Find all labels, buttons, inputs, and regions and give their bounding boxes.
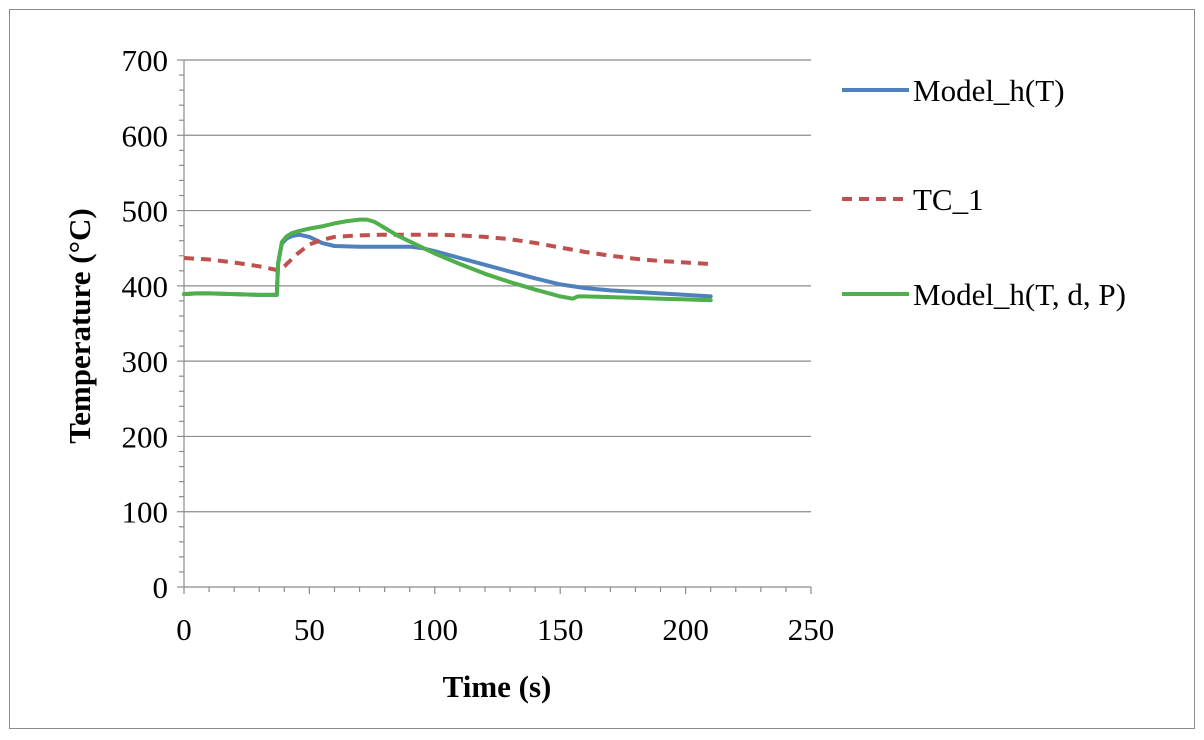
x-axis-title: Time (s)	[443, 669, 552, 704]
legend-label-2: TC_1	[913, 182, 984, 217]
series-lines	[182, 217, 713, 303]
y-tick-label-700: 700	[122, 43, 169, 78]
y-tick-label-400: 400	[122, 269, 169, 304]
x-tick-label-100: 100	[412, 612, 459, 647]
x-tick-label-200: 200	[662, 612, 709, 647]
series-line-3	[182, 217, 713, 303]
y-tick-label-100: 100	[122, 495, 169, 530]
x-tick-label-250: 250	[788, 612, 835, 647]
legend-label-1: Model_h(T)	[913, 73, 1065, 108]
series-line-1	[182, 232, 713, 299]
y-axis-title: Temperature (°C)	[62, 208, 97, 443]
legend-label-3: Model_h(T, d, P)	[913, 277, 1126, 312]
chart-frame: 0 100 200 300 400 500 600 700 0 50 100 150 200 250 Te…	[9, 9, 1195, 729]
line-chart: 0 100 200 300 400 500 600 700 0 50 100 150 200 250 Te…	[62, 43, 1126, 704]
axes	[177, 59, 812, 594]
y-tick-label-500: 500	[122, 194, 169, 229]
x-tick-label-50: 50	[294, 612, 325, 647]
y-tick-label-600: 600	[122, 118, 169, 153]
series-line-2	[183, 232, 711, 272]
y-tick-label-0: 0	[153, 570, 169, 605]
y-tick-label-300: 300	[122, 344, 169, 379]
tick-labels: 0 100 200 300 400 500 600 700 0 50 100 150 200 250	[122, 43, 835, 647]
gridlines	[184, 59, 811, 513]
y-tick-label-200: 200	[122, 419, 169, 454]
x-tick-label-0: 0	[176, 612, 192, 647]
legend: Model_h(T) TC_1 Model_h(T, d, P)	[842, 73, 1126, 312]
x-tick-label-150: 150	[537, 612, 584, 647]
